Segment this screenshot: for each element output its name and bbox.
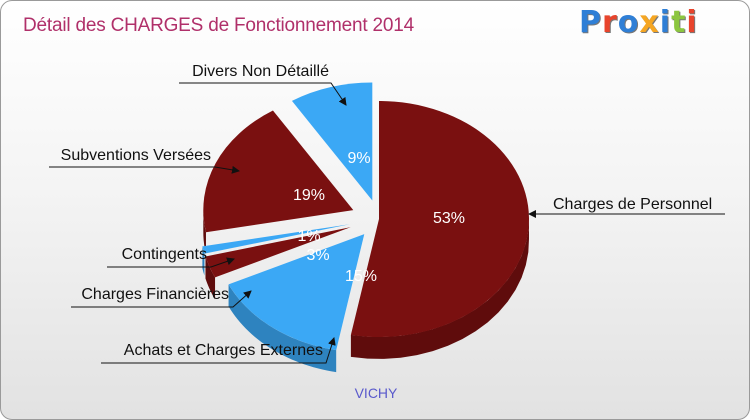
- leader-line: [71, 290, 252, 308]
- slice-percent-label: 19%: [293, 187, 325, 204]
- pie-slice-side: [350, 217, 529, 359]
- logo-letter: i: [686, 5, 698, 40]
- pie-slice: [350, 101, 529, 337]
- slice-category-label: Subventions Versées: [61, 147, 211, 164]
- leader-line: [107, 257, 235, 268]
- logo-letter: t: [671, 5, 687, 40]
- slice-percent-label: 1%: [297, 228, 320, 245]
- pie-slice: [228, 234, 365, 351]
- logo-letter: r: [602, 5, 618, 40]
- leader-line: [101, 337, 336, 364]
- slice-percent-label: 9%: [347, 150, 370, 167]
- slice-category-label: Contingents: [122, 246, 207, 263]
- pie-slice-side: [202, 246, 205, 276]
- slice-category-label: Charges Financières: [81, 286, 229, 303]
- pie-slice: [202, 224, 350, 254]
- slice-category-label: Divers Non Détaillé: [192, 63, 329, 80]
- slice-percent-label: 53%: [433, 210, 465, 227]
- pie-slice-side: [228, 284, 337, 373]
- slice-percent-label: 3%: [306, 247, 329, 264]
- chart-title: Détail des CHARGES de Fonctionnement 201…: [23, 15, 415, 36]
- city-label: VICHY: [354, 385, 398, 401]
- logo-letter: x: [639, 5, 660, 40]
- pie-slice: [291, 82, 373, 201]
- leader-line: [179, 82, 347, 106]
- leader-line: [49, 165, 240, 174]
- logo-letter: o: [617, 5, 640, 40]
- slice-percent-label: 15%: [345, 268, 377, 285]
- proxiti-logo: Proxiti: [579, 5, 698, 40]
- pie-slice-side: [203, 208, 206, 255]
- logo-letter: i: [659, 5, 672, 40]
- logo-letter: P: [579, 5, 602, 40]
- slice-category-label: Charges de Personnel: [553, 196, 712, 213]
- slice-category-label: Achats et Charges Externes: [124, 342, 323, 359]
- pie-slice: [205, 227, 351, 278]
- pie-slice: [203, 110, 354, 233]
